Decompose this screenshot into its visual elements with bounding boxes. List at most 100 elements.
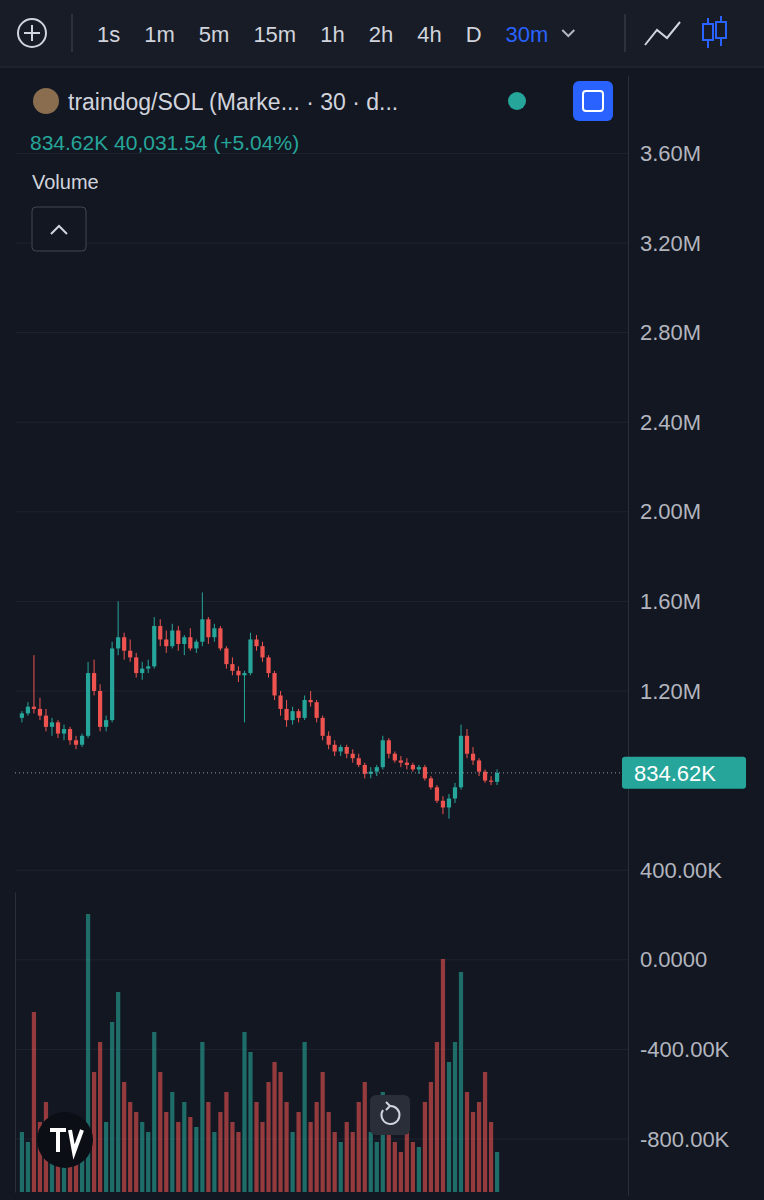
- interval-button[interactable]: 15m: [253, 22, 296, 47]
- volume-bar: [200, 1042, 204, 1192]
- volume-bar: [158, 1072, 162, 1192]
- tick-label: 1.60M: [640, 589, 701, 614]
- grid-line: [15, 601, 628, 602]
- candle-body: [357, 758, 361, 765]
- volume-bar: [411, 1142, 415, 1192]
- candle-body: [20, 713, 24, 717]
- candle-body: [303, 700, 307, 718]
- grid-line: [15, 511, 628, 512]
- line-style-button[interactable]: [645, 22, 680, 45]
- candle-body: [206, 619, 210, 637]
- volume-bar: [357, 1102, 361, 1192]
- tick: 1.20M: [628, 679, 701, 704]
- candle-body: [134, 657, 138, 673]
- volume-bar: [315, 1102, 319, 1192]
- reset-button[interactable]: [370, 1095, 410, 1135]
- candle-body: [110, 648, 114, 720]
- candle-style-button[interactable]: [703, 24, 713, 40]
- candle-body: [164, 639, 168, 646]
- interval-button[interactable]: 1m: [144, 22, 175, 47]
- volume-bars: [20, 914, 499, 1192]
- toolbar-border: [0, 67, 764, 68]
- volume-bar: [290, 1132, 294, 1192]
- volume-bar: [266, 1082, 270, 1192]
- candle-body: [254, 639, 258, 646]
- grid: [15, 153, 628, 1139]
- candle-body: [489, 781, 493, 782]
- interval-button[interactable]: D: [466, 22, 482, 47]
- volume-bar: [164, 1112, 168, 1192]
- candle-body: [146, 666, 150, 668]
- collapse-icon: [51, 226, 67, 234]
- candle-body: [122, 637, 126, 650]
- candle-body: [345, 747, 349, 754]
- candle-body: [260, 646, 264, 657]
- logo-mark: [50, 1130, 82, 1152]
- candle-body: [327, 736, 331, 745]
- volume-bar: [236, 1132, 240, 1192]
- volume-bar: [296, 1112, 300, 1192]
- candle-body: [170, 631, 174, 647]
- interval-button[interactable]: 2h: [369, 22, 393, 47]
- axis-line: [15, 893, 16, 1193]
- fullscreen-button[interactable]: [573, 81, 613, 121]
- candle-body: [465, 736, 469, 754]
- tick: 1.60M: [628, 589, 701, 614]
- tick-label: 2.40M: [640, 410, 701, 435]
- candle-body: [411, 765, 415, 769]
- candle-style-button[interactable]: [716, 22, 726, 38]
- candle-body: [351, 754, 355, 758]
- volume-bar: [206, 1102, 210, 1192]
- volume-bar: [423, 1102, 427, 1192]
- candle-wick: [244, 671, 245, 723]
- volume-bar: [20, 1132, 24, 1192]
- candle-body: [92, 673, 96, 691]
- volume-bar: [212, 1132, 216, 1192]
- volume-bar: [104, 1122, 108, 1192]
- candle-body: [387, 740, 391, 753]
- y2-axis: [15, 893, 16, 1193]
- volume-bar: [369, 1132, 373, 1192]
- candle-body: [315, 702, 319, 718]
- candle-body: [393, 754, 397, 761]
- volume-bar: [116, 992, 120, 1192]
- price-badge: [622, 757, 746, 789]
- candle-body: [104, 720, 108, 727]
- volume-bar: [188, 1117, 192, 1192]
- candle-body: [278, 695, 282, 708]
- candle-body: [56, 722, 60, 733]
- grid-line: [15, 870, 628, 871]
- volume-bar: [303, 1042, 307, 1192]
- axis-line: [628, 76, 629, 1196]
- interval-selected[interactable]: 30m: [506, 22, 549, 47]
- tick-label: 3.60M: [640, 141, 701, 166]
- candle-body: [38, 709, 42, 716]
- tick: -800.00K: [628, 1127, 730, 1152]
- volume-bar: [327, 1112, 331, 1192]
- candle-body: [62, 729, 66, 733]
- tick: 3.20M: [628, 231, 701, 256]
- interval-menu[interactable]: [562, 30, 574, 36]
- volume-bar: [363, 1082, 367, 1192]
- interval-button[interactable]: 1s: [97, 22, 120, 47]
- interval-button[interactable]: 4h: [417, 22, 441, 47]
- candle-body: [266, 657, 270, 673]
- candle-body: [248, 639, 252, 673]
- volume-bar: [272, 1062, 276, 1192]
- volume-bar: [435, 1042, 439, 1192]
- candle-wick: [33, 655, 34, 713]
- interval-button[interactable]: 1h: [320, 22, 344, 47]
- add-button[interactable]: [18, 19, 46, 47]
- tick: 2.00M: [628, 499, 701, 524]
- tick-label: -800.00K: [640, 1127, 730, 1152]
- volume-bar: [224, 1092, 228, 1192]
- tick: 2.80M: [628, 320, 701, 345]
- tick: -400.00K: [628, 1037, 730, 1062]
- volume-bar: [345, 1122, 349, 1192]
- candle-body: [399, 760, 403, 762]
- candle-body: [477, 760, 481, 771]
- volume-bar: [375, 1142, 379, 1192]
- volume-bar: [278, 1072, 282, 1192]
- collapse-button[interactable]: [32, 207, 86, 251]
- interval-button[interactable]: 5m: [199, 22, 230, 47]
